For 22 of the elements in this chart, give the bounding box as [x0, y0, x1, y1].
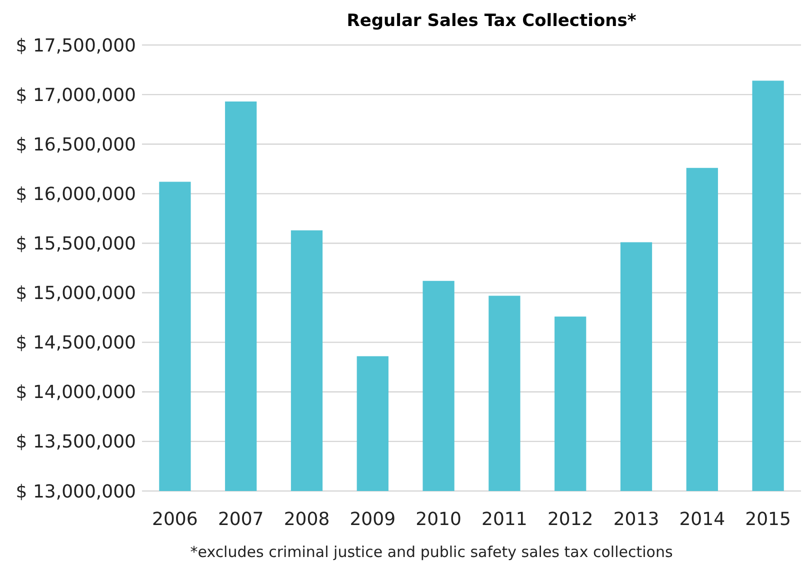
- x-tick-label: 2013: [613, 509, 660, 530]
- y-tick-label: $ 13,000,000: [16, 481, 136, 502]
- chart-title: Regular Sales Tax Collections*: [346, 11, 636, 31]
- x-tick-label: 2009: [350, 509, 396, 530]
- x-tick-label: 2011: [482, 509, 528, 530]
- text: *excludes criminal justice and public safety sales tax collections: [190, 543, 673, 561]
- y-tick-label: $ 15,000,000: [16, 283, 136, 304]
- x-tick-label: 2008: [284, 509, 330, 530]
- y-tick-label: $ 14,500,000: [16, 332, 136, 354]
- y-tick-label: $ 14,000,000: [16, 382, 136, 404]
- y-tick-label: $ 16,000,000: [16, 184, 136, 205]
- x-tick-label: 2006: [152, 509, 198, 530]
- x-tick-label: 2012: [547, 509, 594, 530]
- y-tick-label: $ 17,000,000: [16, 84, 136, 106]
- y-tick-label: $ 15,500,000: [16, 234, 136, 255]
- y-tick-label: $ 16,500,000: [16, 134, 136, 156]
- x-tick-label: 2015: [745, 509, 791, 530]
- y-tick-label: $ 17,500,000: [16, 35, 136, 56]
- y-tick-label: $ 13,500,000: [16, 432, 136, 453]
- x-tick-label: 2014: [679, 509, 726, 530]
- x-tick-label: 2010: [416, 509, 462, 530]
- x-tick-label: 2007: [218, 509, 264, 530]
